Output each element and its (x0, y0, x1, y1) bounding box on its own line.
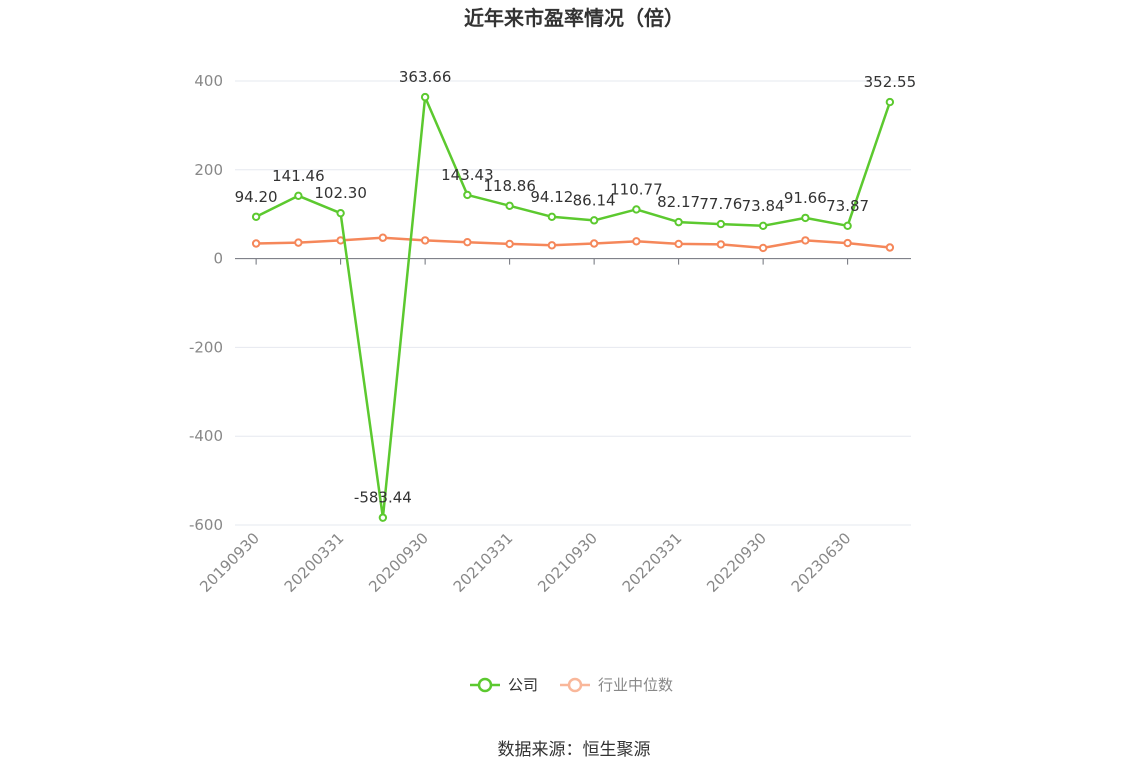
grid (235, 80, 911, 526)
data-point[interactable] (632, 205, 641, 214)
y-tick-label: 200 (194, 161, 223, 179)
data-label: 94.20 (235, 188, 278, 206)
data-point[interactable] (843, 238, 852, 248)
data-point[interactable] (843, 221, 852, 231)
x-tick-label: 20210331 (450, 529, 517, 596)
x-tick-label: 20200331 (281, 529, 348, 596)
data-point[interactable] (378, 233, 388, 242)
data-point[interactable] (674, 217, 683, 227)
series-layer (251, 92, 895, 522)
data-point[interactable] (758, 243, 768, 253)
y-tick-label: 400 (194, 72, 223, 90)
data-point[interactable] (885, 243, 895, 252)
y-tick-label: -600 (189, 516, 223, 534)
data-label: 102.30 (314, 184, 367, 202)
data-label: -583.44 (354, 489, 412, 507)
data-point[interactable] (420, 92, 430, 102)
y-tick-label: -400 (189, 427, 223, 445)
data-label: 86.14 (573, 191, 616, 209)
x-tick-label: 20220331 (619, 529, 686, 596)
data-label: 91.66 (784, 189, 827, 207)
data-point[interactable] (547, 241, 557, 250)
data-point[interactable] (420, 236, 430, 245)
data-point[interactable] (463, 190, 472, 200)
data-point[interactable] (801, 236, 810, 245)
data-label: 141.46 (272, 167, 325, 185)
source-text: 数据来源：恒生聚源 (498, 740, 651, 760)
data-point[interactable] (632, 237, 641, 246)
data-point[interactable] (758, 221, 768, 231)
data-point[interactable] (294, 191, 303, 200)
data-label: 110.77 (610, 180, 663, 198)
data-point[interactable] (885, 97, 895, 107)
data-point[interactable] (251, 239, 261, 248)
data-label: 77.76 (699, 195, 742, 213)
series-line-1 (256, 236, 891, 250)
data-point[interactable] (336, 208, 345, 218)
y-tick-label: 0 (213, 250, 223, 268)
legend-marker-icon (567, 677, 583, 693)
data-point[interactable] (378, 513, 388, 522)
x-axis: 20190930 20200331 20200930 20210331 20210930… (196, 258, 911, 596)
series-line-0 (255, 95, 892, 519)
x-tick-label: 20210930 (534, 529, 601, 596)
x-tick-label: 20200930 (365, 529, 432, 596)
legend-item-0[interactable]: 公司 (470, 676, 538, 694)
data-point[interactable] (505, 239, 514, 249)
data-point[interactable] (674, 239, 683, 249)
x-tick-label: 20220930 (703, 529, 770, 596)
data-label: 73.84 (742, 197, 785, 215)
x-tick-label: 20190930 (196, 529, 263, 596)
data-label: 118.86 (483, 177, 536, 195)
data-label: 94.12 (530, 188, 573, 206)
data-point[interactable] (294, 238, 303, 247)
data-point[interactable] (589, 216, 599, 225)
data-label: 82.17 (657, 193, 700, 211)
data-point[interactable] (463, 237, 472, 247)
y-tick-label: -200 (189, 338, 223, 356)
data-point[interactable] (716, 219, 726, 229)
chart-title: 近年来市盈率情况（倍） (464, 6, 684, 30)
data-point[interactable] (589, 239, 599, 248)
data-label: 73.87 (826, 197, 869, 215)
legend-label: 行业中位数 (598, 676, 673, 694)
legend-item-1[interactable]: 行业中位数 (560, 676, 673, 694)
y-axis: 400 200 0 -200 -400 -600 (189, 72, 223, 534)
data-point[interactable] (801, 213, 810, 223)
data-point[interactable] (251, 212, 261, 221)
legend-label: 公司 (508, 676, 538, 694)
legend[interactable]: 公司 行业中位数 (470, 676, 673, 694)
data-point[interactable] (505, 201, 514, 211)
x-tick-label: 20230630 (788, 529, 855, 596)
legend-marker-icon (477, 677, 493, 693)
data-point[interactable] (547, 212, 557, 222)
data-label: 352.55 (864, 73, 917, 91)
data-point[interactable] (716, 240, 726, 249)
data-label: 143.43 (441, 166, 494, 184)
data-label: 363.66 (399, 68, 452, 86)
